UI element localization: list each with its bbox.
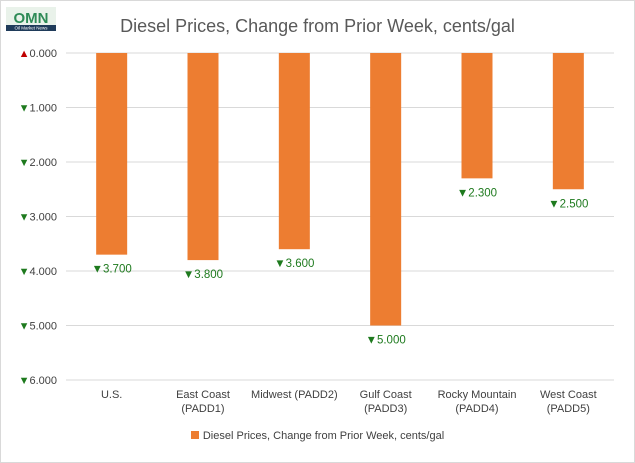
y-tick-label: ▼4.000	[19, 266, 57, 278]
data-label: ▼2.500	[548, 198, 588, 210]
y-tick-label: ▲0.000	[19, 48, 57, 60]
data-label: ▼5.000	[366, 335, 406, 347]
bar	[461, 53, 493, 179]
x-category-label: U.S.	[101, 389, 122, 401]
omn-logo: OMN Oil Market News	[6, 7, 56, 31]
chart-title: Diesel Prices, Change from Prior Week, c…	[120, 16, 515, 36]
data-label: ▼3.600	[274, 258, 314, 270]
legend-swatch	[190, 431, 199, 439]
bar	[552, 53, 584, 190]
data-label: ▼2.300	[457, 187, 497, 199]
y-tick-label: ▼1.000	[19, 103, 57, 115]
x-category-label: (PADD4)	[455, 403, 498, 415]
y-tick-label: ▼6.000	[19, 375, 57, 387]
x-category-label: (PADD1)	[181, 403, 224, 415]
x-category-label: Gulf Coast	[360, 389, 412, 401]
y-tick-label: ▼2.000	[19, 157, 57, 169]
bar	[370, 53, 402, 326]
y-tick-label: ▼3.000	[19, 212, 57, 224]
x-category-label: West Coast	[540, 389, 597, 401]
bar	[278, 53, 310, 250]
bar	[187, 53, 219, 261]
logo-tagline: Oil Market News	[14, 26, 48, 31]
x-category-label: East Coast	[176, 389, 230, 401]
bar	[96, 53, 128, 255]
legend-label: Diesel Prices, Change from Prior Week, c…	[202, 430, 445, 442]
data-label: ▼3.700	[92, 264, 132, 276]
y-tick-label: ▼5.000	[19, 321, 57, 333]
x-category-label: (PADD5)	[547, 403, 590, 415]
logo-text: OMN	[14, 10, 49, 27]
x-category-label: (PADD3)	[364, 403, 407, 415]
legend: Diesel Prices, Change from Prior Week, c…	[0, 430, 635, 442]
x-category-label: Rocky Mountain	[438, 389, 517, 401]
data-label: ▼3.800	[183, 269, 223, 281]
logo-tagline-band	[6, 25, 56, 31]
x-category-label: Midwest (PADD2)	[251, 389, 338, 401]
